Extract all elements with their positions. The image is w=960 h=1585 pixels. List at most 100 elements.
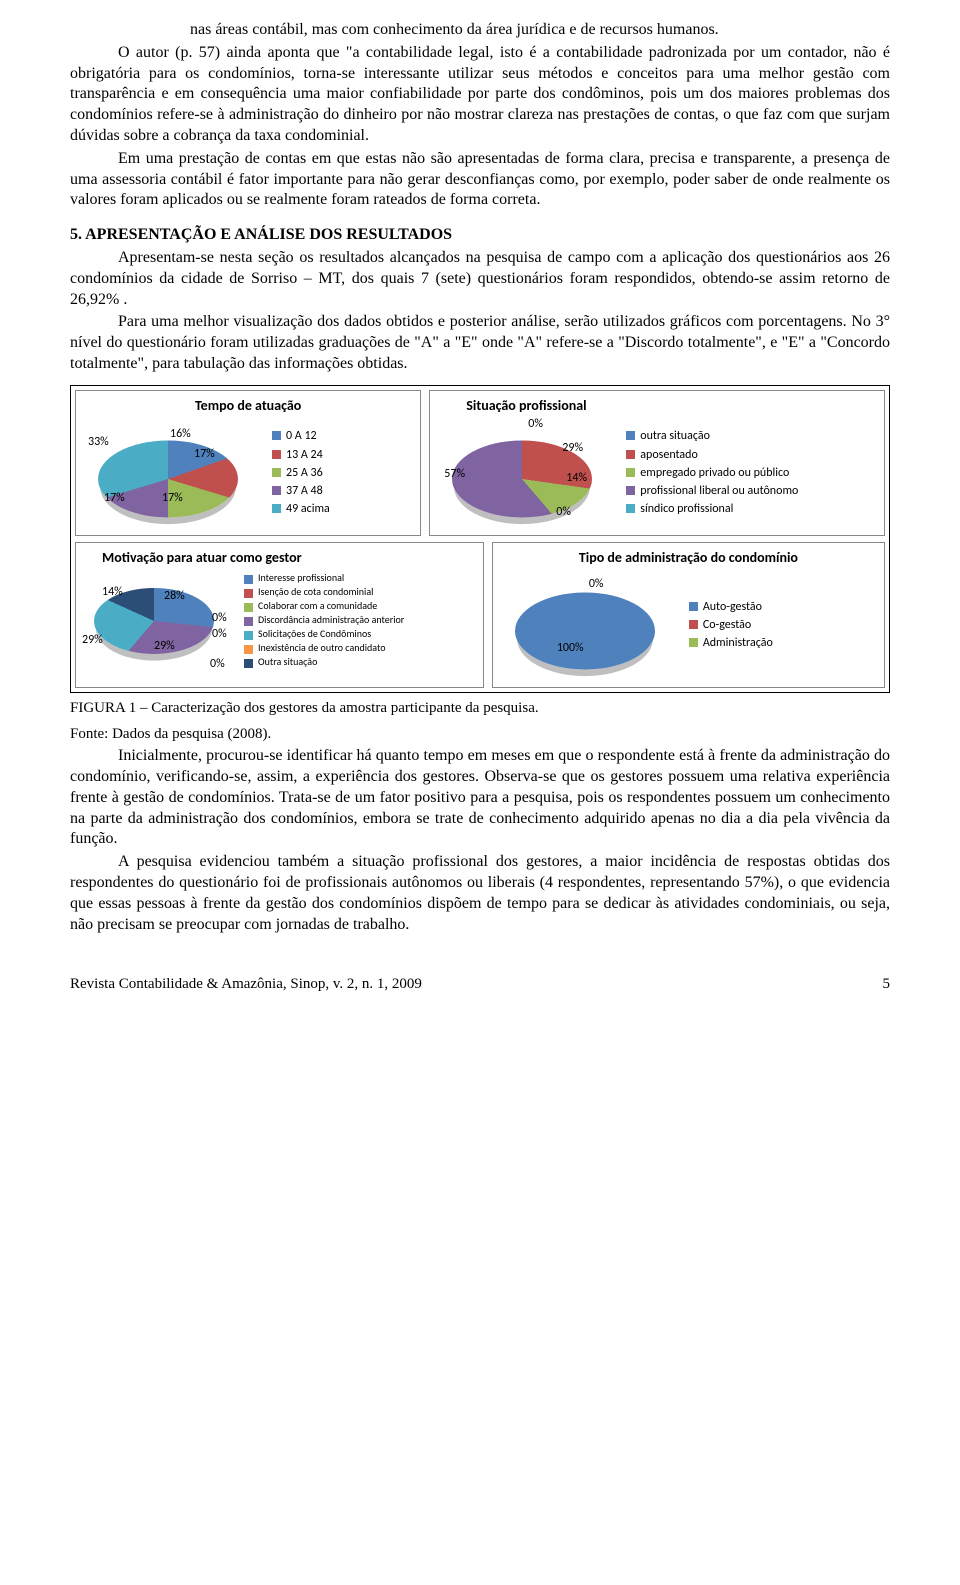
legend-swatch bbox=[626, 486, 635, 495]
pie-pct-label: 57% bbox=[444, 467, 465, 483]
legend-swatch bbox=[626, 504, 635, 513]
chart-title: Motivação para atuar como gestor bbox=[84, 549, 475, 567]
chart-tempo-atuacao: Tempo de atuação 16%17%17%17%33% 0 A 121… bbox=[75, 390, 421, 536]
legend-swatch bbox=[244, 631, 253, 640]
legend-label: Colaborar com a comunidade bbox=[258, 600, 377, 612]
legend-swatch bbox=[272, 431, 281, 440]
legend-swatch bbox=[272, 486, 281, 495]
body-paragraph: nas áreas contábil, mas com conhecimento… bbox=[70, 20, 890, 41]
figure-source: Fonte: Dados da pesquisa (2008). bbox=[70, 725, 890, 745]
legend-item: profissional liberal ou autônomo bbox=[626, 483, 798, 499]
legend-label: Outra situação bbox=[258, 656, 317, 668]
body-paragraph: Apresentam-se nesta seção os resultados … bbox=[70, 248, 890, 310]
body-paragraph: Em uma prestação de contas em que estas … bbox=[70, 149, 890, 211]
pie-pct-label: 0% bbox=[589, 577, 604, 593]
figure-caption: FIGURA 1 – Caracterização dos gestores d… bbox=[70, 699, 890, 719]
legend-swatch bbox=[626, 468, 635, 477]
body-paragraph: A pesquisa evidenciou também a situação … bbox=[70, 852, 890, 935]
legend-swatch bbox=[244, 617, 253, 626]
pie-pct-label: 33% bbox=[88, 435, 109, 451]
legend-label: 37 A 48 bbox=[286, 483, 323, 499]
legend-label: Interesse profissional bbox=[258, 572, 344, 584]
footer-journal: Revista Contabilidade & Amazônia, Sinop,… bbox=[70, 975, 422, 995]
legend-swatch bbox=[244, 645, 253, 654]
legend-label: Discordância administração anterior bbox=[258, 614, 404, 626]
chart-legend: Interesse profissional Isenção de cota co… bbox=[234, 572, 404, 670]
legend-item: Solicitações de Condôminos bbox=[244, 628, 404, 640]
legend-item: Co-gestão bbox=[689, 617, 773, 633]
pie-chart: 100% 0% bbox=[501, 571, 671, 681]
legend-label: Co-gestão bbox=[703, 617, 751, 633]
legend-label: 0 A 12 bbox=[286, 428, 317, 444]
legend-item: empregado privado ou público bbox=[626, 465, 798, 481]
legend-label: profissional liberal ou autônomo bbox=[640, 483, 798, 499]
pie-pct-label: 17% bbox=[104, 491, 125, 507]
legend-swatch bbox=[272, 450, 281, 459]
legend-swatch bbox=[689, 602, 698, 611]
body-paragraph: O autor (p. 57) ainda aponta que "a cont… bbox=[70, 43, 890, 147]
pie-pct-label: 28% bbox=[164, 589, 185, 605]
pie-pct-label: 100% bbox=[557, 641, 584, 657]
legend-label: Solicitações de Condôminos bbox=[258, 628, 371, 640]
legend-label: 49 acima bbox=[286, 501, 330, 517]
pie-pct-label: 14% bbox=[102, 585, 123, 601]
legend-label: síndico profissional bbox=[640, 501, 733, 517]
legend-item: Colaborar com a comunidade bbox=[244, 600, 404, 612]
legend-item: 49 acima bbox=[272, 501, 330, 517]
legend-item: Isenção de cota condominial bbox=[244, 586, 404, 598]
pie-pct-label: 0% bbox=[556, 505, 571, 521]
chart-tipo-admin: Tipo de administração do condomínio 100%… bbox=[492, 542, 885, 688]
legend-swatch bbox=[244, 589, 253, 598]
legend-item: Interesse profissional bbox=[244, 572, 404, 584]
legend-item: Auto-gestão bbox=[689, 599, 773, 615]
pie-pct-label: 0% bbox=[210, 657, 225, 673]
chart-legend: 0 A 12 13 A 24 25 A 36 37 A 48 49 acima bbox=[254, 428, 330, 519]
footer-page-number: 5 bbox=[883, 975, 891, 995]
pie-pct-label: 0% bbox=[212, 627, 227, 643]
legend-item: Outra situação bbox=[244, 656, 404, 668]
pie-pct-label: 0% bbox=[212, 611, 227, 627]
pie-pct-label: 0% bbox=[528, 417, 543, 433]
legend-item: Discordância administração anterior bbox=[244, 614, 404, 626]
legend-swatch bbox=[244, 575, 253, 584]
pie-chart: 0% 29% 14% 57% 0% bbox=[438, 419, 608, 529]
figure-container: Tempo de atuação 16%17%17%17%33% 0 A 121… bbox=[70, 385, 890, 693]
legend-swatch bbox=[244, 603, 253, 612]
legend-item: Administração bbox=[689, 635, 773, 651]
pie-chart: 16%17%17%17%33% bbox=[84, 419, 254, 529]
pie-pct-label: 14% bbox=[566, 471, 587, 487]
legend-label: Isenção de cota condominial bbox=[258, 586, 373, 598]
body-paragraph: Para uma melhor visualização dos dados o… bbox=[70, 312, 890, 374]
chart-title: Tipo de administração do condomínio bbox=[501, 549, 876, 567]
legend-swatch bbox=[626, 431, 635, 440]
chart-title: Situação profissional bbox=[438, 397, 876, 415]
chart-legend: Auto-gestão Co-gestão Administração bbox=[671, 599, 773, 654]
legend-item: 37 A 48 bbox=[272, 483, 330, 499]
legend-label: outra situação bbox=[640, 428, 710, 444]
legend-item: aposentado bbox=[626, 447, 798, 463]
legend-swatch bbox=[626, 450, 635, 459]
legend-swatch bbox=[272, 504, 281, 513]
legend-label: Inexistência de outro candidato bbox=[258, 642, 386, 654]
pie-pct-label: 16% bbox=[170, 427, 191, 443]
legend-item: 13 A 24 bbox=[272, 447, 330, 463]
legend-swatch bbox=[272, 468, 281, 477]
legend-item: Inexistência de outro candidato bbox=[244, 642, 404, 654]
legend-item: síndico profissional bbox=[626, 501, 798, 517]
legend-item: outra situação bbox=[626, 428, 798, 444]
pie-pct-label: 17% bbox=[162, 491, 183, 507]
legend-label: 13 A 24 bbox=[286, 447, 323, 463]
chart-title: Tempo de atuação bbox=[84, 397, 412, 415]
chart-legend: outra situação aposentado empregado privad… bbox=[608, 428, 798, 519]
pie-pct-label: 29% bbox=[154, 639, 175, 655]
pie-chart: 28%0%0%29%29%0%14% bbox=[84, 571, 234, 671]
legend-swatch bbox=[689, 620, 698, 629]
legend-item: 25 A 36 bbox=[272, 465, 330, 481]
pie-pct-label: 29% bbox=[82, 633, 103, 649]
legend-swatch bbox=[244, 659, 253, 668]
chart-motivacao: Motivação para atuar como gestor 28%0%0%… bbox=[75, 542, 484, 688]
pie-pct-label: 29% bbox=[562, 441, 583, 457]
body-paragraph: Inicialmente, procurou-se identificar há… bbox=[70, 746, 890, 850]
legend-label: Auto-gestão bbox=[703, 599, 762, 615]
legend-label: empregado privado ou público bbox=[640, 465, 789, 481]
